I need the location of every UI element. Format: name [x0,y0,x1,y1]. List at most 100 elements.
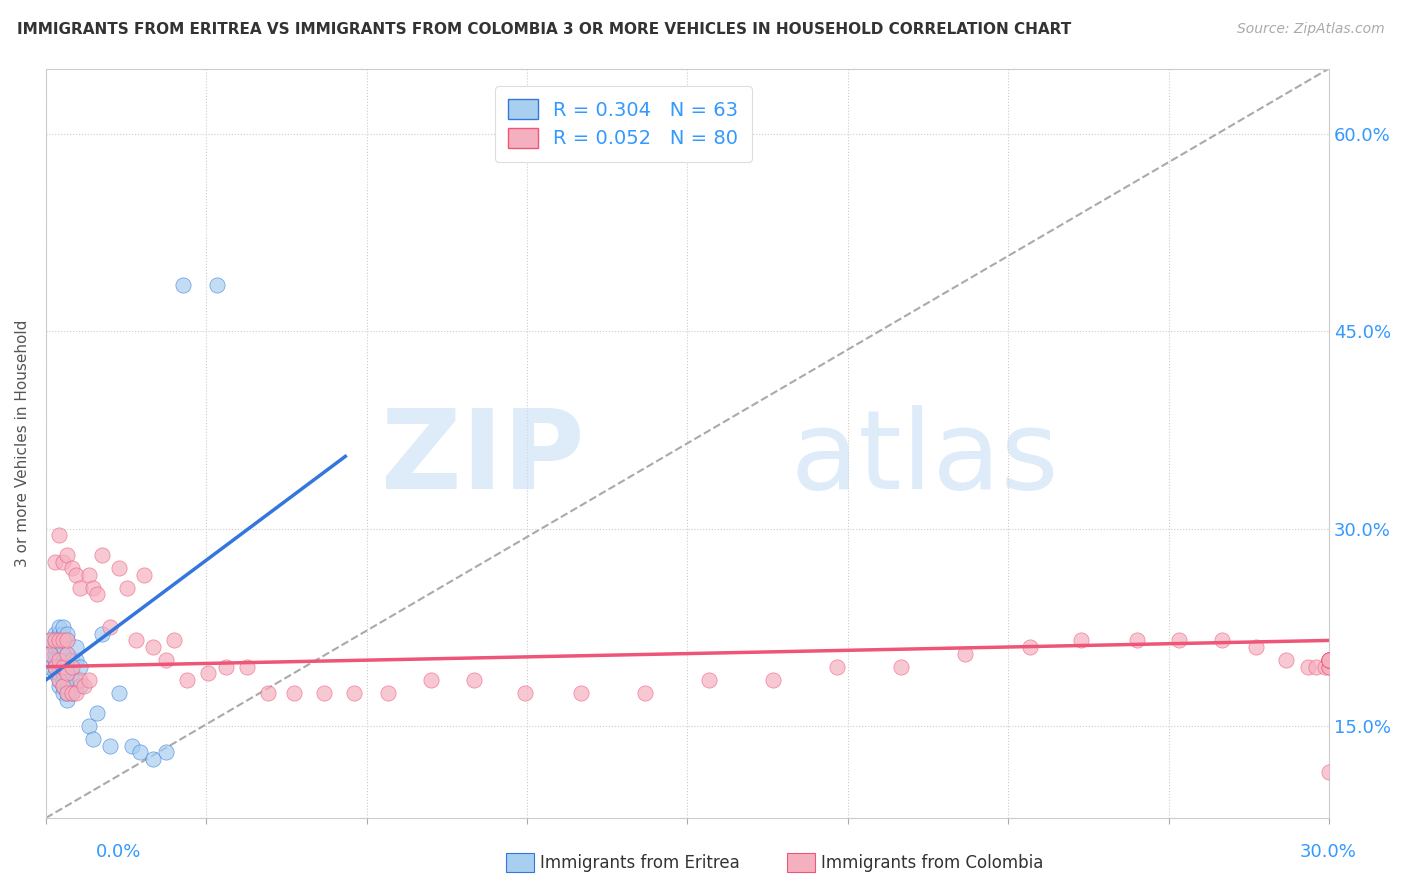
Point [52,673,75,687]
Point [69,673,91,687]
Point [56,647,79,661]
Point [44,659,66,673]
Point [1317,653,1340,667]
Point [44,627,66,641]
Point [52,555,75,569]
Y-axis label: 3 or more Vehicles in Household: 3 or more Vehicles in Household [15,319,30,567]
Point [82,581,104,595]
Point [65,686,87,700]
Point [65,640,87,654]
Point [513,686,536,700]
Point [634,686,657,700]
Point [463,673,485,687]
Point [48,653,70,667]
Point [1317,659,1340,673]
Text: IMMIGRANTS FROM ERITREA VS IMMIGRANTS FROM COLOMBIA 3 OR MORE VEHICLES IN HOUSEH: IMMIGRANTS FROM ERITREA VS IMMIGRANTS FR… [17,22,1071,37]
Point [52,633,75,648]
Point [90,548,112,562]
Point [44,647,66,661]
Point [52,659,75,673]
Point [825,659,848,673]
Point [52,627,75,641]
Point [86,587,108,601]
Point [39,633,62,648]
Point [65,567,87,582]
Point [52,680,75,694]
Point [44,666,66,681]
Point [890,659,912,673]
Point [44,640,66,654]
Point [115,581,138,595]
Point [48,627,70,641]
Text: ZIP: ZIP [381,405,585,512]
Point [48,640,70,654]
Point [48,666,70,681]
Point [283,686,305,700]
Point [69,659,91,673]
Point [697,673,720,687]
Point [48,673,70,687]
Point [86,706,108,720]
Point [60,653,83,667]
Point [1317,653,1340,667]
Point [56,692,79,706]
Point [44,633,66,648]
Point [56,633,79,648]
Point [52,680,75,694]
Point [762,673,785,687]
Point [377,686,399,700]
Point [48,673,70,687]
Point [56,548,79,562]
Point [52,686,75,700]
Text: atlas: atlas [790,405,1059,512]
Point [39,633,62,648]
Point [60,686,83,700]
Point [1317,653,1340,667]
Point [52,653,75,667]
Point [56,633,79,648]
Point [343,686,366,700]
Point [1317,653,1340,667]
Point [214,659,236,673]
Point [107,561,129,575]
Point [172,278,194,293]
Point [125,633,148,648]
Point [73,680,96,694]
Point [56,666,79,681]
Point [44,659,66,673]
Point [56,627,79,641]
Point [312,686,335,700]
Point [52,647,75,661]
Point [90,627,112,641]
Point [569,686,592,700]
Point [419,673,441,687]
Point [129,745,152,759]
Point [1317,764,1340,779]
Point [134,567,156,582]
Point [52,620,75,634]
Point [65,673,87,687]
Point [44,633,66,648]
Point [77,567,100,582]
Point [82,732,104,747]
Point [56,686,79,700]
Point [1296,659,1319,673]
Point [1317,653,1340,667]
Point [257,686,280,700]
Point [1275,653,1298,667]
Point [1317,653,1340,667]
Point [48,620,70,634]
Point [1317,653,1340,667]
Point [163,633,186,648]
Point [39,659,62,673]
Point [48,633,70,648]
Point [121,739,143,753]
Point [77,719,100,733]
Point [98,620,121,634]
Point [155,653,177,667]
Point [205,278,228,293]
Point [56,666,79,681]
Point [48,659,70,673]
Point [56,680,79,694]
Point [52,640,75,654]
